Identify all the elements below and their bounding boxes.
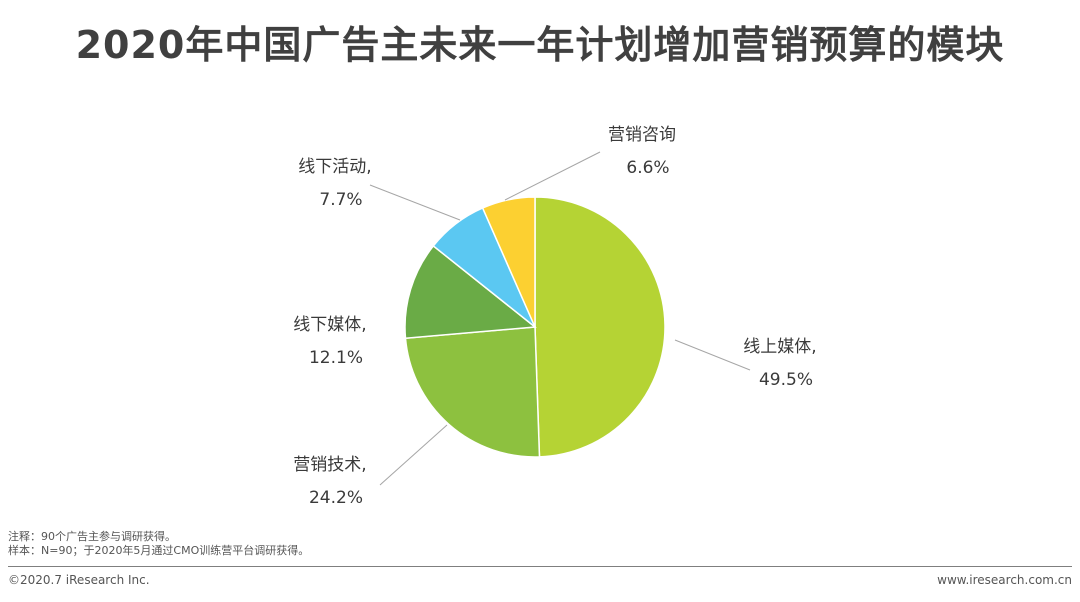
slice-label: 线下媒体, [293,315,366,335]
slice-value-label: 6.6% [626,158,669,178]
slice-value-label: 7.7% [319,190,362,210]
pie-chart: 线上媒体, 49.5% 营销技术, 24.2% 线下媒体, 12.1% 线下活动, 7.7% 营… [293,125,816,508]
chart-title: 2020年中国广告主未来一年计划增加营销预算的模块 [75,23,1005,67]
leader-line [369,184,461,221]
note-line-2: 样本：N=90；于2020年5月通过CMO训练营平台调研获得。 [8,544,310,557]
pie-slice [534,196,666,458]
pie-slice [481,196,536,328]
slice-label: 营销咨询 [608,125,676,145]
footnotes: 注释：90个广告主参与调研获得。 样本：N=90；于2020年5月通过CMO训练… [8,530,309,558]
leader-line [674,339,751,371]
slice-value-label: 24.2% [309,488,363,508]
slice-label: 线下活动, [298,157,371,177]
leader-line [379,424,448,486]
copyright-text: ©2020.7 iResearch Inc. [8,573,150,587]
footer-divider [8,566,1072,567]
slice-value-label: 49.5% [759,370,813,390]
slice-label: 线上媒体, [743,337,816,357]
pie-slice [404,244,537,340]
pie-slice [404,326,541,458]
slice-label: 营销技术, [293,455,366,475]
website-link[interactable]: www.iresearch.com.cn [937,573,1072,587]
note-line-1: 注释：90个广告主参与调研获得。 [8,530,176,543]
slice-value-label: 12.1% [309,348,363,368]
leader-line [504,151,601,201]
